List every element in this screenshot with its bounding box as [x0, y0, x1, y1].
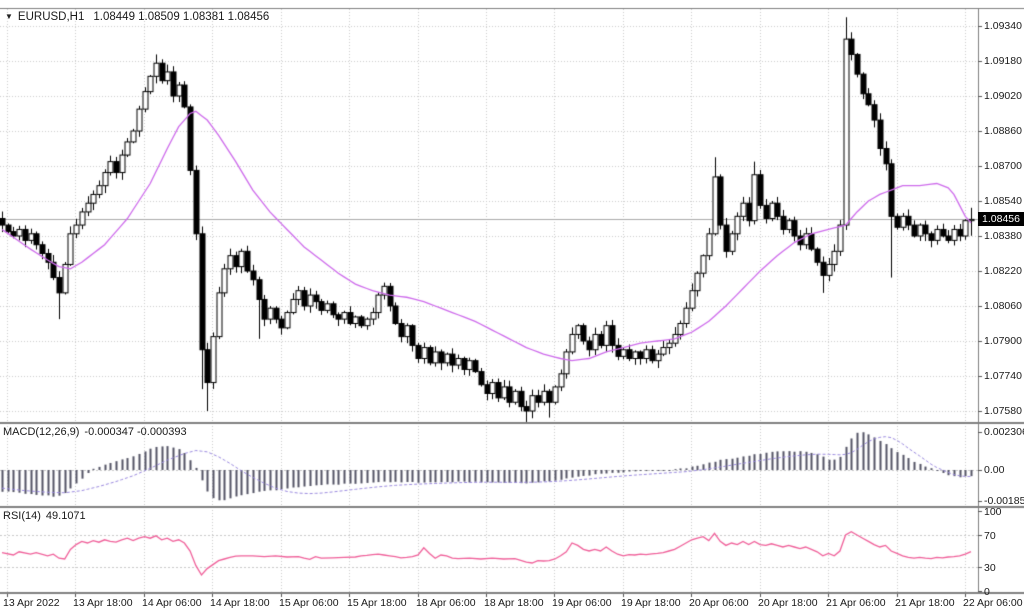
macd-axis-label: 0.002306 [984, 426, 1024, 438]
price-axis-label: 1.07900 [984, 335, 1022, 347]
price-axis-label: 1.08380 [984, 230, 1022, 242]
time-axis-label: 13 Apr 2022 [3, 597, 60, 609]
price-axis-label: 1.08700 [984, 160, 1022, 172]
time-axis-label: 20 Apr 18:00 [758, 597, 818, 609]
rsi-axis-label: 70 [984, 530, 996, 542]
time-axis-label: 21 Apr 18:00 [895, 597, 955, 609]
symbol-dropdown-icon[interactable]: ▼ [5, 12, 13, 21]
macd-header: MACD(12,26,9) -0.000347 -0.000393 [3, 426, 187, 438]
current-price-tag: 1.08456 [978, 212, 1024, 226]
chart-title-row: ▼ EURUSD,H1 1.08449 1.08509 1.08381 1.0845… [5, 9, 269, 24]
time-axis-label: 13 Apr 18:00 [73, 597, 133, 609]
time-axis-label: 18 Apr 18:00 [484, 597, 544, 609]
macd-axis-label: -0.001858 [984, 495, 1024, 507]
time-axis-label: 15 Apr 06:00 [279, 597, 339, 609]
price-axis-label: 1.08220 [984, 265, 1022, 277]
time-axis-label: 15 Apr 18:00 [347, 597, 407, 609]
rsi-axis-label: 30 [984, 562, 996, 574]
time-axis-label: 20 Apr 06:00 [689, 597, 749, 609]
price-axis-label: 1.07580 [984, 405, 1022, 417]
time-axis-label: 14 Apr 18:00 [210, 597, 270, 609]
price-axis-label: 1.08060 [984, 300, 1022, 312]
price-axis-label: 1.08860 [984, 125, 1022, 137]
ohlc-values: 1.08449 1.08509 1.08381 1.08456 [93, 11, 270, 23]
time-axis-label: 22 Apr 06:00 [963, 597, 1023, 609]
time-axis-label: 18 Apr 06:00 [416, 597, 476, 609]
time-axis-label: 19 Apr 06:00 [552, 597, 612, 609]
time-axis-label: 19 Apr 18:00 [621, 597, 681, 609]
price-axis-label: 1.08540 [984, 195, 1022, 207]
rsi-header: RSI(14) 49.1071 [3, 510, 86, 522]
current-price-value: 1.08456 [982, 213, 1020, 225]
price-axis-label: 1.09180 [984, 55, 1022, 67]
macd-axis-label: 0.00 [984, 464, 1005, 476]
price-axis-label: 1.07740 [984, 370, 1022, 382]
time-axis-label: 14 Apr 06:00 [142, 597, 202, 609]
price-axis-label: 1.09340 [984, 20, 1022, 32]
rsi-value: 49.1071 [45, 510, 86, 522]
rsi-axis-label: 100 [984, 506, 1002, 518]
macd-values: -0.000347 -0.000393 [84, 426, 187, 438]
time-axis-label: 21 Apr 06:00 [826, 597, 886, 609]
symbol-period-label: EURUSD,H1 [17, 11, 85, 23]
macd-label: MACD(12,26,9) [3, 426, 80, 438]
rsi-label: RSI(14) [3, 510, 41, 522]
rsi-axis-label: 0 [984, 586, 990, 598]
price-axis-label: 1.09020 [984, 90, 1022, 102]
